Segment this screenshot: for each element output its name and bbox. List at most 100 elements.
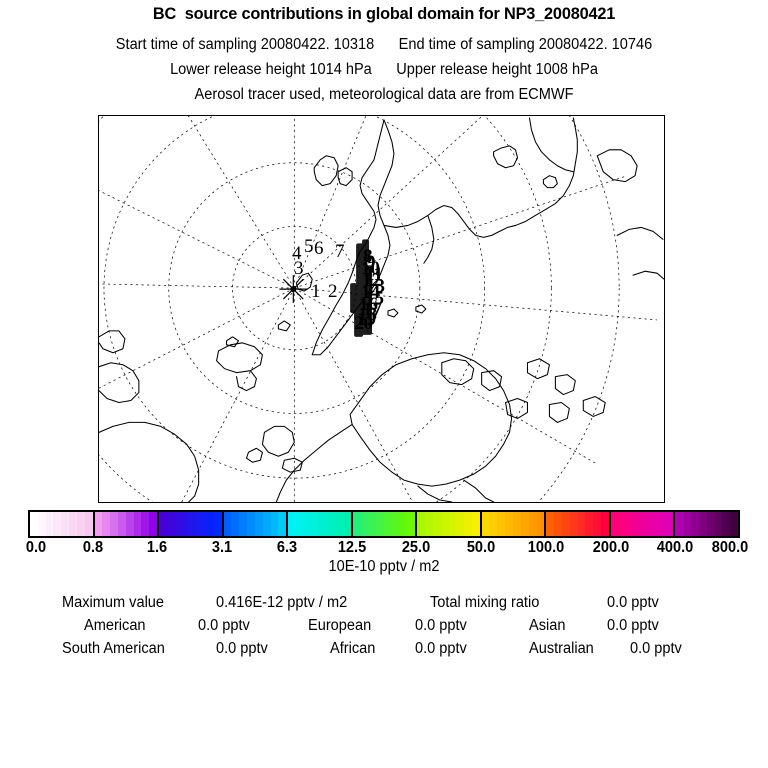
trajectory-number-15: 15 — [365, 288, 384, 309]
colorbar-tick-label: 0.8 — [82, 539, 103, 556]
trajectory-number-1: 1 — [311, 281, 321, 302]
colorbar-step — [335, 512, 343, 536]
colorbar-step — [391, 512, 400, 536]
region-label-south-american: South American — [62, 640, 165, 657]
colorbar-step — [133, 512, 142, 536]
colorbar-step — [407, 512, 416, 536]
coastlines — [99, 117, 664, 502]
statistics-row: American 0.0 pptv European 0.0 pptv Asia… — [0, 617, 768, 639]
colorbar-step — [37, 512, 46, 536]
colorbar-tick-label: 25.0 — [402, 539, 431, 556]
colorbar-step — [714, 512, 723, 536]
colorbar-segment — [94, 512, 160, 536]
trajectory-number-11: 11 — [365, 264, 383, 285]
colorbar-step — [368, 512, 377, 536]
trajectory-density-column — [350, 239, 373, 337]
start-time-label: Start time of sampling 20080422. 10318 — [115, 36, 375, 53]
colorbar-step — [562, 512, 570, 536]
colorbar-step — [440, 512, 449, 536]
plot-title: BC source contributions in global domain… — [152, 4, 616, 23]
tracer-meteorology-label: Aerosol tracer used, meteorological data… — [194, 86, 574, 103]
colorbar-step — [425, 512, 433, 536]
maximum-value-label: Maximum value — [62, 594, 165, 611]
colorbar-step — [262, 512, 271, 536]
colorbar-step — [352, 512, 361, 536]
colorbar-step — [399, 512, 408, 536]
colorbar-step — [464, 512, 472, 536]
colorbar-step — [45, 512, 54, 536]
colorbar-step — [665, 512, 674, 536]
release-point-star — [279, 275, 308, 304]
colorbar-step — [481, 512, 490, 536]
colorbar-step — [577, 512, 586, 536]
colorbar-step — [528, 512, 537, 536]
colorbar-step — [247, 512, 255, 536]
colorbar-tick-label: 200.0 — [592, 539, 629, 556]
colorbar-step — [182, 512, 191, 536]
colorbar-tick-label: 50.0 — [466, 539, 496, 556]
region-value-asian: 0.0 pptv — [607, 617, 659, 634]
region-label-asian: Asian — [529, 617, 566, 634]
colorbar-step — [513, 512, 521, 536]
colorbar-tick-label: 6.3 — [276, 539, 298, 556]
colorbar-step — [657, 512, 666, 536]
region-value-african: 0.0 pptv — [415, 640, 467, 657]
colorbar-step — [448, 512, 457, 536]
colorbar-step — [149, 512, 158, 536]
colorbar-step — [585, 512, 594, 536]
colorbar-step — [554, 512, 562, 536]
colorbar-tick-label: 1.6 — [147, 539, 168, 556]
colorbar-step — [166, 512, 175, 536]
upper-release-height-label: Upper release height 1008 hPa — [396, 61, 598, 78]
trajectory-number-9: 9 — [366, 252, 376, 273]
colorbar-tick-label: 12.5 — [337, 539, 366, 556]
colorbar-step — [223, 512, 232, 536]
colorbar-segment — [610, 512, 676, 536]
colorbar-step — [270, 512, 279, 536]
colorbar-step — [683, 512, 692, 536]
map-panel[interactable]: 1 2 3 4 5 6 7 8 9 10 11 12 13 14 15 16 17 18 19 20 — [98, 115, 665, 503]
region-value-american: 0.0 pptv — [198, 617, 250, 634]
colorbar-step — [505, 512, 514, 536]
trajectory-number-17: 17 — [363, 299, 382, 320]
colorbar-step — [601, 512, 609, 536]
colorbar-step — [117, 512, 126, 536]
statistics-row: South American 0.0 pptv African 0.0 pptv… — [0, 640, 768, 662]
colorbar-step — [190, 512, 199, 536]
colorbar-step — [618, 512, 627, 536]
colorbar-step — [198, 512, 206, 536]
colorbar-step — [471, 512, 480, 536]
colorbar-step — [456, 512, 465, 536]
trajectory-number-16: 16 — [359, 294, 378, 315]
colorbar-step — [383, 512, 392, 536]
trajectory-number-14: 14 — [361, 282, 380, 303]
colorbar-step — [675, 512, 684, 536]
trajectory-number-6: 6 — [314, 238, 324, 259]
trajectory-number-2: 2 — [328, 281, 338, 302]
colorbar-step — [296, 512, 304, 536]
total-mixing-ratio-value: 0.0 pptv — [607, 594, 659, 611]
colorbar-step — [30, 512, 38, 536]
polar-stereographic-map — [99, 116, 664, 502]
colorbar-tick-label: 0.0 — [25, 539, 47, 556]
trajectory-number-13: 13 — [366, 276, 385, 297]
colorbar-step — [489, 512, 498, 536]
colorbar-step — [213, 512, 222, 536]
colorbar-step — [706, 512, 715, 536]
colorbar-step — [141, 512, 150, 536]
region-label-american: American — [84, 617, 146, 634]
colorbar-step — [94, 512, 103, 536]
trajectory-number-19: 19 — [357, 309, 376, 330]
trajectory-number-7: 7 — [335, 241, 345, 262]
colorbar[interactable] — [28, 510, 740, 538]
colorbar-segment — [417, 512, 482, 536]
colorbar-segment — [481, 512, 547, 536]
colorbar-segment — [352, 512, 418, 536]
colorbar-step — [342, 512, 351, 536]
colorbar-gradient[interactable] — [28, 510, 740, 538]
release-height-line: Lower release height 1014 hPa Upper relea… — [23, 61, 745, 79]
trajectory-number-3: 3 — [294, 258, 304, 279]
colorbar-step — [278, 512, 287, 536]
colorbar-tick-label: 400.0 — [657, 539, 694, 556]
trajectory-number-20: 20 — [354, 313, 373, 334]
